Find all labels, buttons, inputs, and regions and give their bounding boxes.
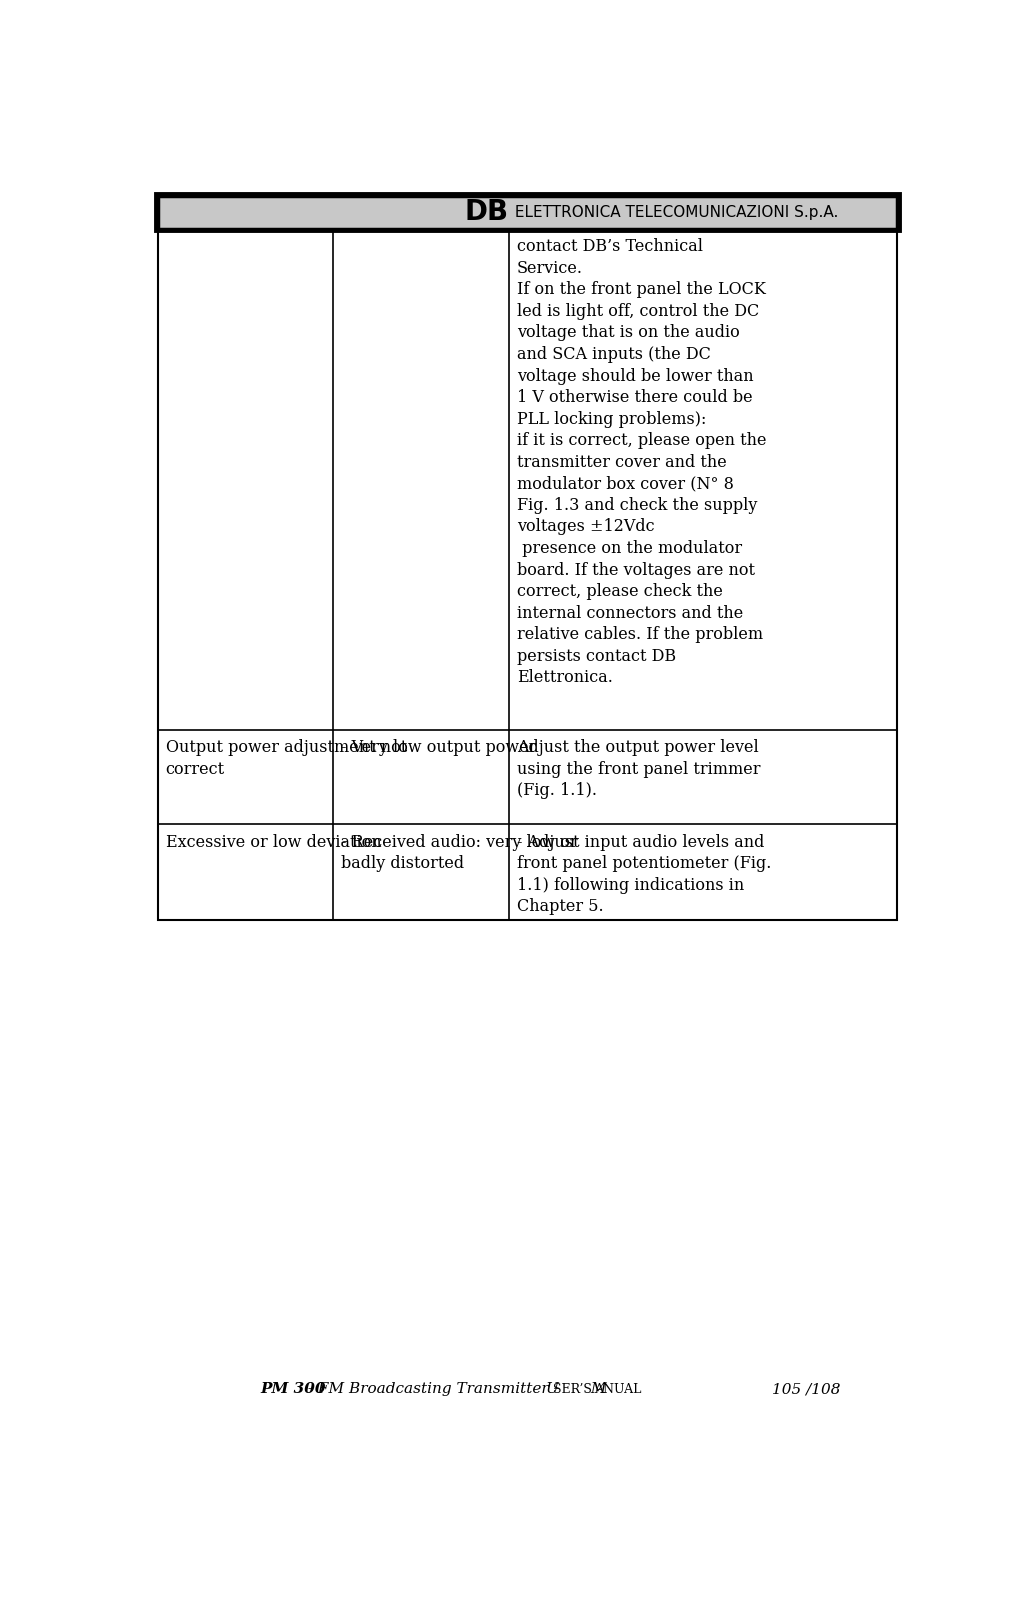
Text: ANUAL: ANUAL [595, 1382, 642, 1395]
Bar [158, 195, 898, 229]
Text: Adjust the output power level: Adjust the output power level [517, 739, 759, 755]
Text: Excessive or low deviation: Excessive or low deviation [165, 834, 381, 851]
Text: SER’S: SER’S [554, 1382, 592, 1395]
Text: voltage that is on the audio: voltage that is on the audio [517, 325, 739, 341]
Text: - FM Broadcasting Transmitter -: - FM Broadcasting Transmitter - [303, 1382, 563, 1397]
Text: if it is correct, please open the: if it is correct, please open the [517, 432, 766, 450]
Text: If on the front panel the LOCK: If on the front panel the LOCK [517, 282, 766, 298]
Text: - Received audio: very low or: - Received audio: very low or [341, 834, 577, 851]
Text: (Fig. 1.1).: (Fig. 1.1). [517, 782, 597, 798]
Text: contact DB’s Technical: contact DB’s Technical [517, 238, 702, 254]
Text: led is light off, control the DC: led is light off, control the DC [517, 302, 759, 320]
Text: DB: DB [464, 198, 508, 227]
Text: using the front panel trimmer: using the front panel trimmer [517, 760, 760, 778]
Text: front panel potentiometer (Fig.: front panel potentiometer (Fig. [517, 854, 771, 872]
Text: correct: correct [165, 760, 225, 778]
Text: voltage should be lower than: voltage should be lower than [517, 368, 754, 384]
Bar [156, 194, 899, 230]
Text: Elettronica.: Elettronica. [517, 669, 613, 686]
Text: - Very low output power: - Very low output power [341, 739, 536, 755]
Text: modulator box cover (N° 8: modulator box cover (N° 8 [517, 475, 733, 493]
Text: transmitter cover and the: transmitter cover and the [517, 454, 726, 470]
Text: internal connectors and the: internal connectors and the [517, 605, 743, 622]
Text: persists contact DB: persists contact DB [517, 648, 676, 666]
Text: Fig. 1.3 and check the supply: Fig. 1.3 and check the supply [517, 498, 757, 514]
Text: - Adjust input audio levels and: - Adjust input audio levels and [517, 834, 764, 851]
Text: presence on the modulator: presence on the modulator [517, 541, 741, 557]
Text: U: U [545, 1382, 559, 1397]
Text: 1 V otherwise there could be: 1 V otherwise there could be [517, 389, 753, 406]
Text: Chapter 5.: Chapter 5. [517, 898, 604, 915]
Text: Output power adjustment not: Output power adjustment not [165, 739, 407, 755]
Text: board. If the voltages are not: board. If the voltages are not [517, 562, 755, 579]
Text: and SCA inputs (the DC: and SCA inputs (the DC [517, 346, 711, 363]
Text: Service.: Service. [517, 259, 582, 277]
Text: correct, please check the: correct, please check the [517, 582, 723, 600]
Text: voltages ±12Vdc: voltages ±12Vdc [517, 518, 654, 536]
Text: ELETTRONICA TELECOMUNICAZIONI S.p.A.: ELETTRONICA TELECOMUNICAZIONI S.p.A. [510, 205, 839, 219]
Bar [158, 229, 898, 920]
Text: 105 /108: 105 /108 [771, 1382, 840, 1397]
Text: PM 300: PM 300 [260, 1382, 326, 1397]
Text: 1.1) following indications in: 1.1) following indications in [517, 877, 744, 894]
Text: M: M [585, 1382, 606, 1397]
Text: PLL locking problems):: PLL locking problems): [517, 411, 707, 427]
Text: badly distorted: badly distorted [341, 854, 464, 872]
Text: relative cables. If the problem: relative cables. If the problem [517, 626, 763, 643]
